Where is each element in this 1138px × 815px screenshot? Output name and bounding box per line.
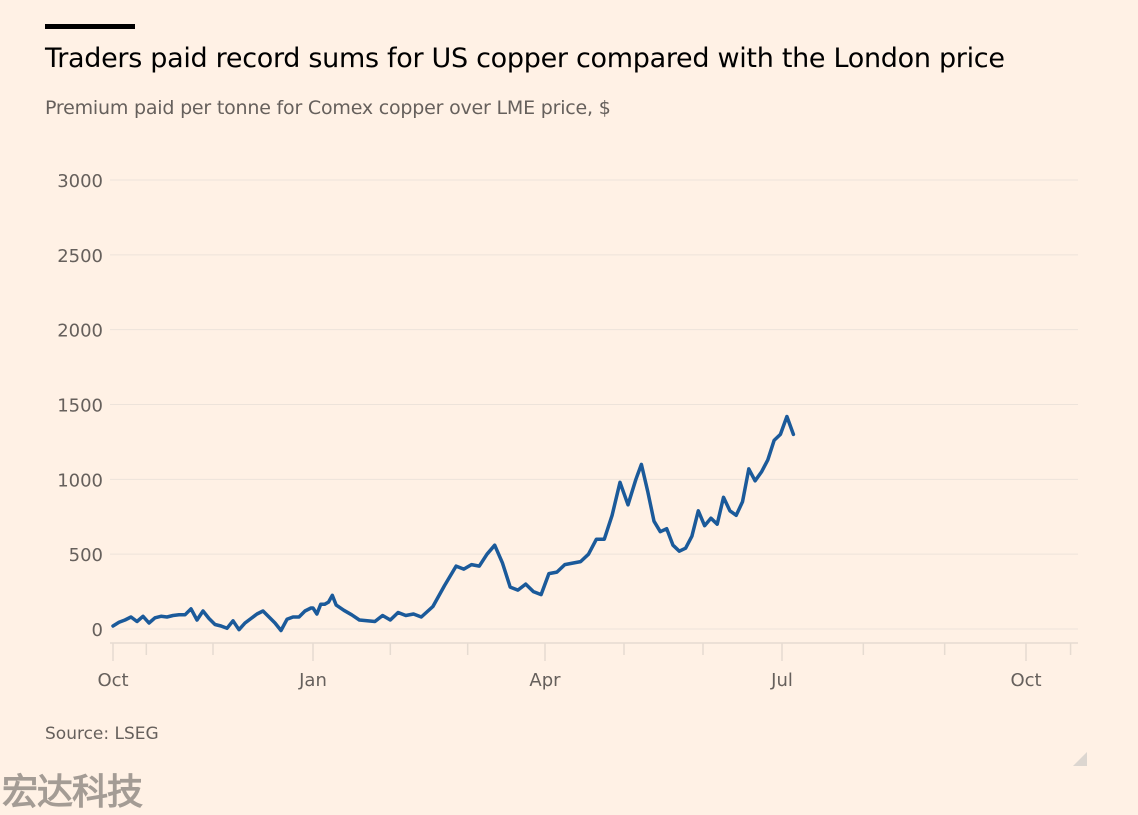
y-tick-label-2000: 2000	[57, 321, 103, 342]
chart-subtitle: Premium paid per tonne for Comex copper …	[45, 97, 611, 119]
y-axis: 0 500 1000 1500 2000 2500 3000	[57, 171, 103, 641]
x-tick-label-jan: Jan	[298, 670, 327, 691]
y-tick-label-1500: 1500	[57, 396, 103, 417]
title-accent-bar	[45, 24, 135, 29]
series-line	[111, 414, 796, 633]
y-tick-label-0: 0	[92, 620, 103, 641]
source-note: Source: LSEG	[45, 724, 159, 744]
x-axis: Oct Jan Apr Jul Oct	[97, 642, 1078, 691]
watermark: 宏达科技	[2, 772, 143, 813]
x-tick-label-oct: Oct	[97, 670, 128, 691]
resize-handle[interactable]	[1073, 752, 1087, 766]
x-tick-label-jul: Jul	[770, 670, 793, 691]
chart-title: Traders paid record sums for US copper c…	[45, 43, 1005, 74]
y-tick-label-1000: 1000	[57, 470, 103, 491]
series-layer	[111, 414, 796, 633]
y-tick-label-2500: 2500	[57, 246, 103, 267]
y-tick-label-500: 500	[69, 545, 103, 566]
y-tick-label-3000: 3000	[57, 171, 103, 192]
x-tick-label-oct: Oct	[1010, 670, 1041, 691]
gridlines	[110, 179, 1078, 630]
x-tick-label-apr: Apr	[529, 670, 561, 691]
